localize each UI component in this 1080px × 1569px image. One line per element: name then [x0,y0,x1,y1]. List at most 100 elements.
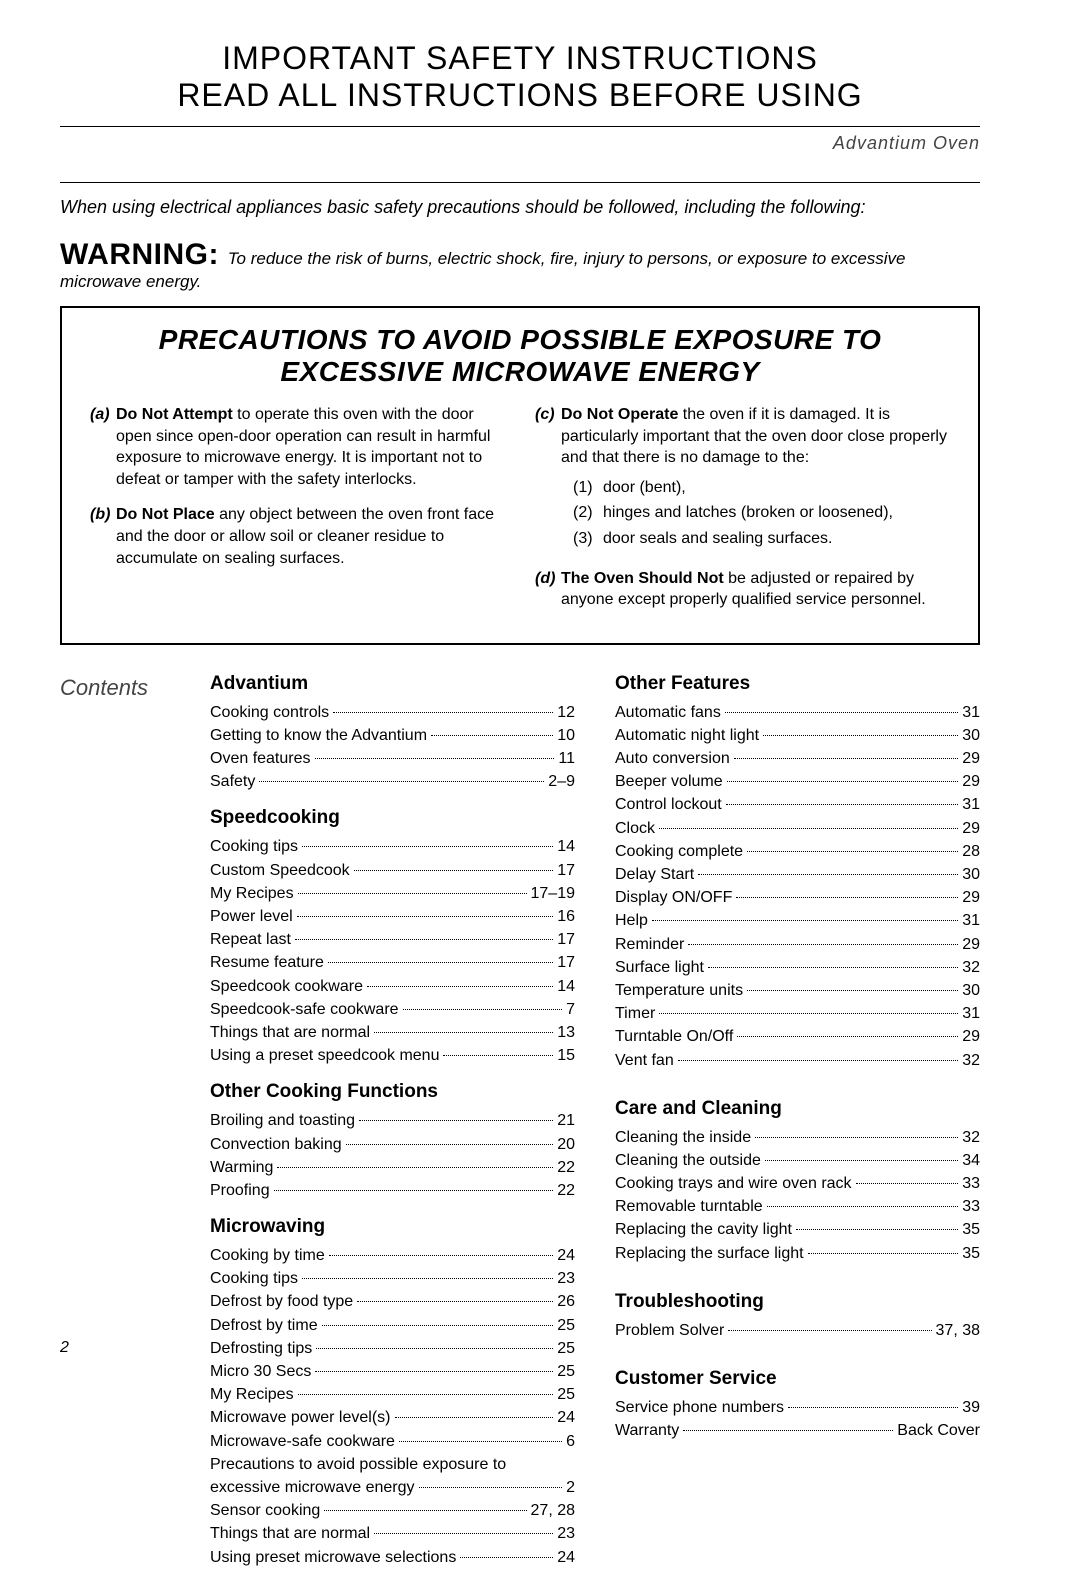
toc-dots [734,758,958,759]
toc-label: Defrost by food type [210,1290,353,1313]
toc-dots [431,735,553,736]
toc-page: 17 [557,859,575,882]
toc-section-heading: Other Cooking Functions [210,1081,575,1103]
toc-page: 33 [962,1195,980,1218]
toc-page: 34 [962,1149,980,1172]
toc-row: Sensor cooking 27, 28 [210,1499,575,1522]
header: IMPORTANT SAFETY INSTRUCTIONS READ ALL I… [60,40,980,114]
precaution-d: (d) The Oven Should Not be adjusted or r… [535,568,950,611]
toc-label: Sensor cooking [210,1499,320,1522]
toc-label: Defrosting tips [210,1337,312,1360]
precaution-c-subitem: (1)door (bent), [573,477,950,499]
toc-row: Broiling and toasting21 [210,1109,575,1132]
toc-page: 30 [962,863,980,886]
toc-label: My Recipes [210,882,294,905]
toc-page: 28 [962,840,980,863]
toc-label: Micro 30 Secs [210,1360,311,1383]
toc-page: 32 [962,956,980,979]
page-number: 2 [60,1339,69,1357]
toc-dots [736,897,958,898]
toc-row: Using preset microwave selections24 [210,1546,575,1569]
toc-page: 24 [557,1546,575,1569]
toc-dots [277,1167,553,1168]
toc-row: Surface light32 [615,956,980,979]
toc-row: Convection baking20 [210,1133,575,1156]
precautions-col-right: (c) Do Not Operate the oven if it is dam… [535,404,950,625]
toc-row: Service phone numbers39 [615,1396,980,1419]
toc-label: My Recipes [210,1383,294,1406]
toc-page: 24 [557,1406,575,1429]
toc-row: Things that are normal 13 [210,1021,575,1044]
toc-row: Timer31 [615,1002,980,1025]
toc-label: Safety [210,770,255,793]
precautions-box: PRECAUTIONS TO AVOID POSSIBLE EXPOSURE T… [60,306,980,645]
toc-row: Automatic night light30 [615,724,980,747]
toc-row: Replacing the cavity light35 [615,1218,980,1241]
toc-row: Cooking controls12 [210,701,575,724]
toc-page: 37, 38 [936,1319,980,1342]
toc-label: Turntable On/Off [615,1025,733,1048]
toc-row: Problem Solver 37, 38 [615,1319,980,1342]
toc-label: Problem Solver [615,1319,724,1342]
toc-dots [688,944,958,945]
toc-dots [708,967,958,968]
toc-label: Control lockout [615,793,722,816]
toc-label: Warranty [615,1419,679,1442]
toc-page: 33 [962,1172,980,1195]
toc-row: My Recipes 25 [210,1383,575,1406]
precaution-a: (a) Do Not Attempt to operate this oven … [90,404,505,490]
toc-page: 21 [557,1109,575,1132]
toc-label: Microwave-safe cookware [210,1430,395,1453]
toc-label: Resume feature [210,951,324,974]
precaution-c-sublist: (1)door (bent), (2)hinges and latches (br… [561,477,950,550]
toc-page: 29 [962,886,980,909]
toc-label: Beeper volume [615,770,723,793]
toc-page: 27, 28 [531,1499,575,1522]
toc-dots [259,781,544,782]
toc-dots [443,1055,553,1056]
toc-row: Cooking complete28 [615,840,980,863]
toc-row: Getting to know the Advantium10 [210,724,575,747]
toc-row: Beeper volume29 [615,770,980,793]
toc-page: 31 [962,701,980,724]
contents-label: Contents [60,673,190,1569]
toc-label: Oven features [210,747,311,770]
toc-dots [727,781,959,782]
toc-page: 22 [557,1156,575,1179]
toc-dots [747,851,958,852]
warning-line: WARNING: To reduce the risk of burns, el… [60,238,980,292]
toc-label: Automatic night light [615,724,759,747]
toc-label: Speedcook cookware [210,975,363,998]
toc-row: Display ON/OFF 29 [615,886,980,909]
toc-row: Cleaning the outside34 [615,1149,980,1172]
toc-section-heading: Other Features [615,673,980,695]
toc-dots [322,1325,554,1326]
toc-dots [298,1394,554,1395]
toc-label: Removable turntable [615,1195,763,1218]
toc-row: Power level16 [210,905,575,928]
product-label: Advantium Oven [60,133,980,154]
toc-page: 2–9 [548,770,575,793]
toc-label: Getting to know the Advantium [210,724,427,747]
toc-label: Things that are normal [210,1021,370,1044]
toc-label: Display ON/OFF [615,886,732,909]
toc-dots [302,846,553,847]
toc-label: Repeat last [210,928,291,951]
toc-row: Cooking tips14 [210,835,575,858]
toc-dots [367,986,553,987]
sub-rule [60,182,980,183]
precaution-b: (b) Do Not Place any object between the … [90,504,505,569]
contents-col-right: Other FeaturesAutomatic fans31Automatic … [615,673,980,1569]
toc-page: 25 [557,1383,575,1406]
precaution-c-subitem: (2)hinges and latches (broken or loosene… [573,502,950,524]
toc-dots [297,916,554,917]
toc-row: Using a preset speedcook menu15 [210,1044,575,1067]
toc-dots [728,1330,931,1331]
toc-section-heading: Care and Cleaning [615,1098,980,1120]
toc-section-heading: Advantium [210,673,575,695]
toc-label: Defrost by time [210,1314,318,1337]
toc-page: 13 [557,1021,575,1044]
toc-row: Replacing the surface light35 [615,1242,980,1265]
toc-page: 17 [557,928,575,951]
toc-row: Oven features11 [210,747,575,770]
